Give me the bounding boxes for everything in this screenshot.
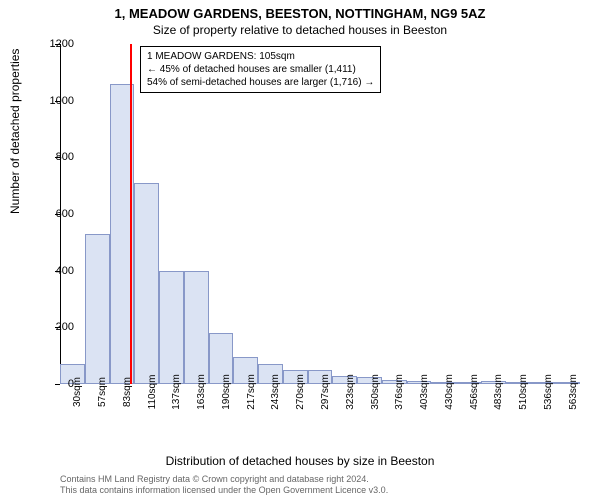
chart-container: 1, MEADOW GARDENS, BEESTON, NOTTINGHAM, … bbox=[0, 0, 600, 500]
histogram-bar bbox=[134, 183, 159, 384]
y-tick-label: 1000 bbox=[50, 95, 74, 107]
x-tick-label: 323sqm bbox=[345, 374, 356, 410]
x-tick-label: 510sqm bbox=[518, 374, 529, 410]
x-tick-label: 270sqm bbox=[295, 374, 306, 410]
y-tick-mark bbox=[55, 157, 60, 158]
x-tick-label: 456sqm bbox=[469, 374, 480, 410]
x-tick-label: 110sqm bbox=[147, 375, 158, 410]
y-tick-mark bbox=[55, 327, 60, 328]
y-tick-mark bbox=[55, 101, 60, 102]
histogram-bar bbox=[159, 271, 184, 384]
histogram-bar bbox=[85, 234, 110, 384]
plot-area: 1 MEADOW GARDENS: 105sqm ← 45% of detach… bbox=[60, 44, 580, 384]
x-tick-label: 563sqm bbox=[568, 374, 579, 410]
footer-line-2: This data contains information licensed … bbox=[60, 485, 388, 496]
x-tick-label: 57sqm bbox=[97, 377, 108, 407]
x-tick-label: 190sqm bbox=[221, 374, 232, 410]
annotation-line-3: 54% of semi-detached houses are larger (… bbox=[147, 76, 374, 89]
histogram-bar bbox=[184, 271, 209, 384]
y-tick-mark bbox=[55, 214, 60, 215]
y-tick-label: 1200 bbox=[50, 38, 74, 50]
x-tick-label: 350sqm bbox=[370, 374, 381, 410]
x-tick-label: 483sqm bbox=[493, 374, 504, 410]
footer-attribution: Contains HM Land Registry data © Crown c… bbox=[60, 474, 388, 496]
y-axis-label: Number of detached properties bbox=[8, 49, 22, 214]
y-tick-mark bbox=[55, 44, 60, 45]
y-tick-mark bbox=[55, 384, 60, 385]
x-tick-label: 297sqm bbox=[320, 374, 331, 410]
reference-marker-line bbox=[130, 44, 132, 384]
x-tick-label: 83sqm bbox=[122, 377, 133, 407]
x-axis-label: Distribution of detached houses by size … bbox=[0, 454, 600, 468]
x-tick-label: 137sqm bbox=[171, 374, 182, 410]
y-tick-mark bbox=[55, 271, 60, 272]
annotation-box: 1 MEADOW GARDENS: 105sqm ← 45% of detach… bbox=[140, 46, 381, 93]
x-tick-label: 217sqm bbox=[246, 374, 257, 410]
chart-title-main: 1, MEADOW GARDENS, BEESTON, NOTTINGHAM, … bbox=[0, 0, 600, 21]
x-tick-label: 536sqm bbox=[543, 374, 554, 410]
annotation-line-2: ← 45% of detached houses are smaller (1,… bbox=[147, 63, 374, 76]
x-tick-label: 430sqm bbox=[444, 374, 455, 410]
x-tick-label: 243sqm bbox=[270, 374, 281, 410]
chart-title-sub: Size of property relative to detached ho… bbox=[0, 21, 600, 37]
x-tick-label: 163sqm bbox=[196, 374, 207, 410]
x-tick-label: 30sqm bbox=[72, 377, 83, 407]
footer-line-1: Contains HM Land Registry data © Crown c… bbox=[60, 474, 388, 485]
annotation-line-1: 1 MEADOW GARDENS: 105sqm bbox=[147, 50, 374, 63]
x-tick-label: 403sqm bbox=[419, 374, 430, 410]
x-tick-label: 376sqm bbox=[394, 374, 405, 410]
